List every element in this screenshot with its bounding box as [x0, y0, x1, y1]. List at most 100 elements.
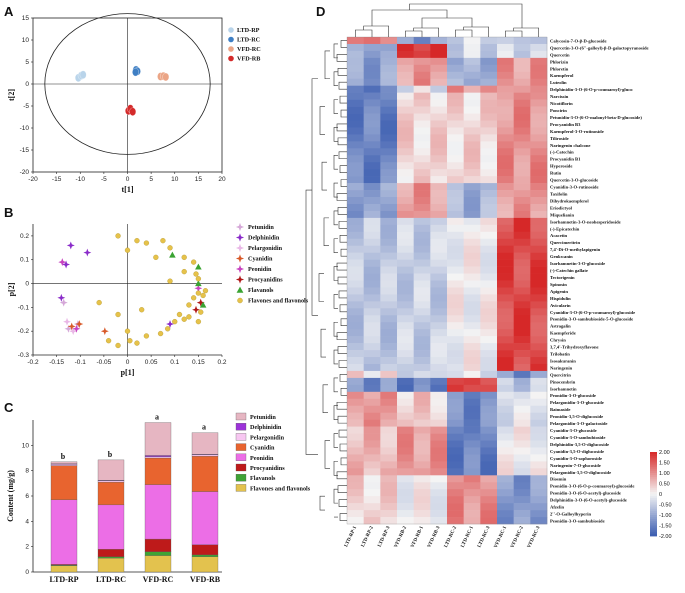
heatmap-cell	[530, 210, 548, 219]
heatmap-row-label: Acacetin	[550, 233, 568, 238]
loading-point-flavones-and-flavonols	[153, 254, 159, 260]
loading-point-flavones-and-flavonols	[191, 295, 197, 301]
heatmap-row-label: Pinocembrin	[550, 379, 576, 384]
color-scale-segment	[650, 515, 657, 518]
heatmap-cell	[430, 287, 448, 295]
heatmap-cell	[430, 475, 448, 483]
heatmap-cell	[347, 517, 364, 525]
heatmap-cell	[497, 280, 514, 288]
panel-a-score-plot: -20 -15 -10 -5 0 5 10 15 20 -20 -15 -10 -5 0 5 10 15 t[1]…	[7, 13, 261, 194]
heatmap-cell	[413, 363, 431, 372]
bar-segment-peonidin	[97, 504, 125, 550]
heatmap-cell	[380, 294, 398, 302]
heatmap-cell	[363, 266, 381, 274]
heatmap-cell	[463, 190, 481, 198]
color-scale-segment	[650, 494, 657, 497]
heatmap-cell	[430, 489, 448, 497]
bar-segment-flavones-and-flavonols	[191, 556, 219, 573]
heatmap-cell	[447, 426, 464, 434]
heatmap-cell	[380, 308, 398, 316]
heatmap-cell	[447, 155, 464, 163]
heatmap-cell	[347, 141, 364, 149]
heatmap-cell	[447, 475, 464, 483]
heatmap-cell	[397, 134, 414, 142]
heatmap-cell	[380, 363, 398, 372]
bar-segment-flavones-and-flavonols	[97, 557, 125, 573]
heatmap-cell	[347, 266, 364, 274]
heatmap-cell	[497, 377, 514, 386]
heatmap-cell	[380, 134, 398, 142]
heatmap-row-label: Isorhamnetin-3-O-glucoside	[550, 261, 605, 266]
heatmap-cell	[480, 308, 498, 316]
heatmap-cell	[347, 343, 364, 351]
heatmap-cell	[480, 120, 498, 128]
heatmap-cell	[463, 50, 481, 59]
heatmap-cell	[430, 266, 448, 274]
heatmap-cell	[430, 190, 448, 198]
heatmap-cell	[347, 287, 364, 295]
heatmap-cell	[447, 482, 464, 490]
heatmap-row-label: (-)-Catechin gallate	[550, 268, 588, 273]
heatmap-cell	[447, 350, 464, 358]
heatmap-cell	[480, 127, 498, 135]
heatmap-cell	[447, 391, 464, 400]
heatmap-cell	[347, 398, 364, 407]
heatmap-cell	[463, 468, 481, 476]
heatmap-cell	[530, 99, 548, 107]
heatmap-cell	[530, 273, 548, 281]
heatmap-cell	[363, 141, 381, 149]
heatmap-cell	[347, 475, 364, 483]
column-dendrogram-branch	[513, 27, 539, 37]
heatmap-row-label: Cyanidin-3,5-O-diglucoside	[550, 449, 604, 454]
heatmap-cell	[430, 162, 448, 170]
heatmap-cell	[430, 148, 448, 156]
heatmap-row-label: Peonidin-3-O-sambubioside	[550, 518, 605, 523]
heatmap-cell	[497, 370, 514, 379]
heatmap-cell	[413, 517, 431, 525]
heatmap-cell	[397, 231, 414, 240]
heatmap-cell	[530, 315, 548, 323]
loading-point-flavanols	[195, 280, 202, 287]
heatmap-cell	[413, 259, 431, 267]
heatmap-cell	[480, 64, 498, 73]
heatmap-cell	[397, 412, 414, 420]
heatmap-cell	[513, 57, 531, 66]
heatmap-column-label: LTD-RC-3	[477, 525, 491, 548]
heatmap-cell	[380, 343, 398, 351]
heatmap-cell	[347, 301, 364, 309]
heatmap-cell	[513, 329, 531, 337]
heatmap-cell	[397, 287, 414, 295]
heatmap-cell	[513, 155, 531, 163]
heatmap-cell	[513, 127, 531, 135]
heatmap-cell	[397, 217, 414, 226]
heatmap-cell	[497, 155, 514, 163]
heatmap-cell	[430, 141, 448, 149]
heatmap-cell	[380, 197, 398, 205]
heatmap-cell	[480, 57, 498, 66]
heatmap-row-label: Genkwanin	[550, 254, 573, 259]
heatmap-cell	[497, 426, 514, 434]
heatmap-cell	[530, 510, 548, 518]
loading-point-flavones-and-flavonols	[167, 278, 173, 284]
heatmap-row-label: Cyanidin-3-O-sophoroside	[550, 456, 602, 461]
heatmap-cell	[430, 78, 448, 86]
heatmap-cell	[347, 447, 364, 455]
heatmap-cell	[513, 71, 531, 80]
heatmap-cell	[413, 454, 431, 462]
heatmap-cell	[347, 468, 364, 476]
loading-point-flavones-and-flavonols	[186, 314, 192, 320]
heatmap-cell	[413, 71, 431, 80]
heatmap-cell	[447, 176, 464, 184]
color-scale-segment	[650, 502, 657, 505]
heatmap-cell	[513, 78, 531, 86]
heatmap-cell	[397, 259, 414, 267]
heatmap-cell	[413, 162, 431, 170]
heatmap-cell	[530, 85, 548, 93]
column-dendrogram-branch	[413, 27, 439, 37]
heatmap-cell	[497, 203, 514, 212]
heatmap-row-label: Cyanidin-3-O-rutinoside	[550, 185, 599, 190]
heatmap-cell	[497, 503, 514, 511]
bar-segment-peonidin	[50, 499, 78, 565]
heatmap-cell	[380, 127, 398, 135]
heatmap-cell	[380, 461, 398, 469]
